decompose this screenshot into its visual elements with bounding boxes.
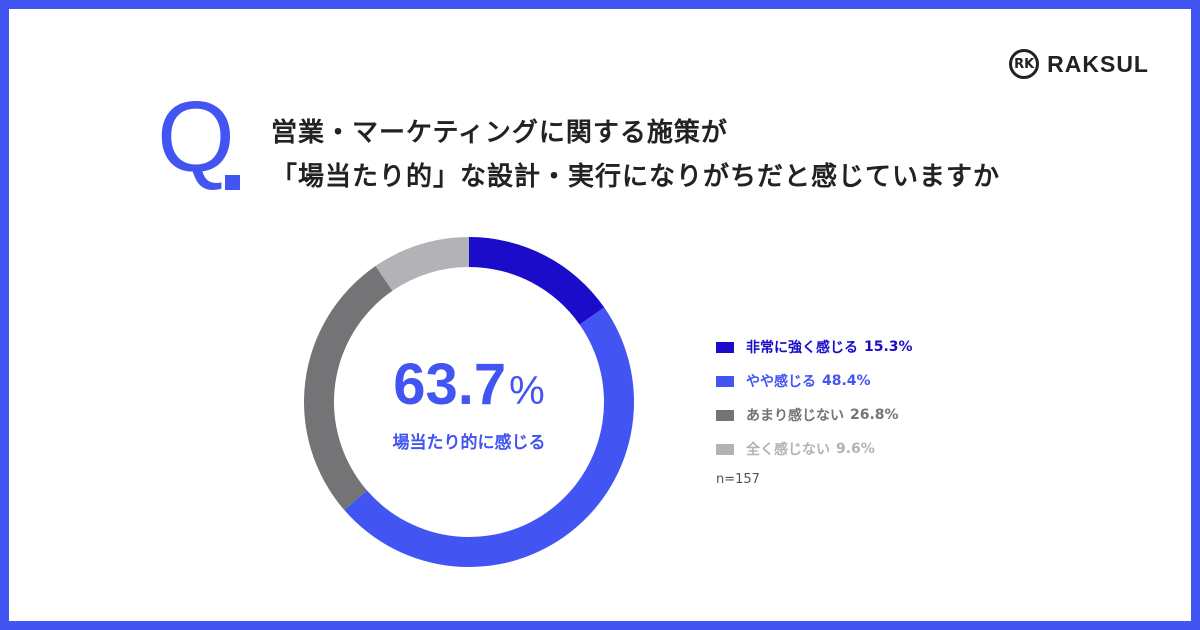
legend-item: 非常に強く感じる 15.3%: [716, 330, 913, 364]
donut-slice: [469, 237, 605, 325]
center-value: 63.7 %: [393, 351, 544, 418]
legend-label: やや感じる: [746, 374, 816, 390]
donut-svg: [304, 237, 634, 567]
donut-center: 63.7 % 場当たり的に感じる: [304, 227, 634, 577]
legend-swatch: [716, 443, 734, 455]
legend-item: やや感じる 48.4%: [716, 364, 913, 398]
chart-legend: 非常に強く感じる 15.3% やや感じる 48.4% あまり感じない 26.8%…: [716, 330, 913, 487]
sample-size: n=157: [716, 472, 760, 487]
center-value-number: 63.7: [393, 352, 507, 417]
question-line-1: 営業・マーケティングに関する施策が: [271, 118, 728, 148]
legend-swatch: [716, 409, 734, 421]
legend-value: 9.6%: [836, 441, 875, 457]
question-text: 営業・マーケティングに関する施策が 「場当たり的」な設計・実行になりがちだと感じ…: [271, 111, 1000, 199]
brand-name: RAKSUL: [1047, 50, 1149, 77]
donut-slice: [375, 237, 469, 291]
question-prefix-dot: [225, 175, 240, 190]
legend-item: あまり感じない 26.8%: [716, 398, 913, 432]
legend-label: 非常に強く感じる: [746, 340, 858, 356]
legend-swatch: [716, 341, 734, 353]
legend-swatch: [716, 375, 734, 387]
legend-item: 全く感じない 9.6%: [716, 432, 913, 466]
question-prefix: Q: [157, 81, 235, 193]
donut-slice: [344, 307, 634, 567]
brand-logo: RK RAKSUL: [1009, 49, 1149, 79]
center-value-unit: %: [509, 369, 545, 413]
legend-label: あまり感じない: [746, 408, 844, 424]
center-label: 場当たり的に感じる: [392, 433, 546, 453]
legend-value: 48.4%: [822, 373, 871, 389]
question-line-2: 「場当たり的」な設計・実行になりがちだと感じていますか: [271, 162, 1001, 192]
donut-slice: [304, 266, 393, 511]
legend-value: 26.8%: [850, 407, 899, 423]
legend-label: 全く感じない: [746, 442, 830, 458]
donut-chart: 63.7 % 場当たり的に感じる: [304, 227, 644, 577]
legend-value: 15.3%: [864, 339, 913, 355]
rk-circle-logo-icon: RK: [1009, 49, 1040, 79]
